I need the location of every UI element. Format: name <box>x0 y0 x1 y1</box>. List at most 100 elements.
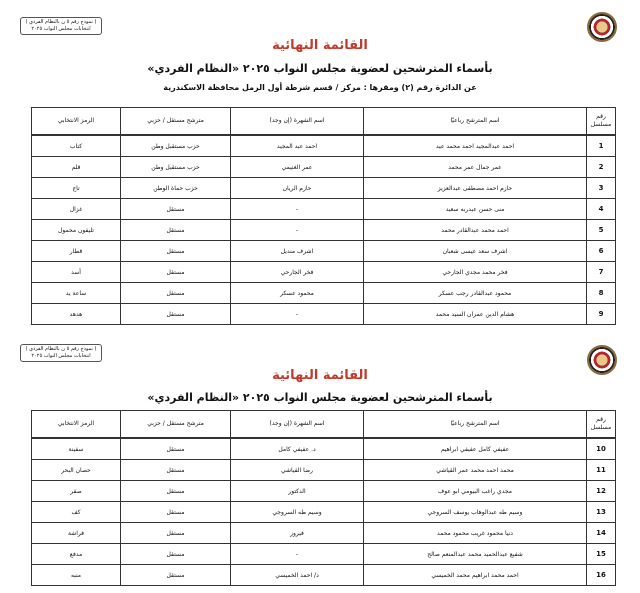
district-line: عن الدائرة رقم (٢) ومقرها : مركز / قسم ش… <box>163 83 477 92</box>
cell-nickname: وسيم طه السروجي <box>230 501 364 523</box>
candidates-table-1: رقم مسلسل اسم المترشح رباعيًا اسم الشهرة… <box>31 107 616 325</box>
cell-symbol: تليفون محمول <box>31 219 121 241</box>
cell-type: مستقل <box>120 564 231 586</box>
cell-name: عمر جمال عمر محمد <box>363 156 587 178</box>
cell-num: 16 <box>586 564 616 586</box>
table-header: رقم مسلسل اسم المترشح رباعيًا اسم الشهرة… <box>31 107 616 136</box>
cell-nickname: عمر الغنيمي <box>230 156 364 178</box>
table-row: 5 احمد محمد عبدالقادر محمد - مستقل تليفون مح… <box>31 219 616 241</box>
election-label: انتخابات مجلس النواب ٢٠٢٥ <box>31 26 91 32</box>
election-label: انتخابات مجلس النواب ٢٠٢٥ <box>31 353 91 359</box>
cell-symbol: تاج <box>31 177 121 199</box>
cell-type: مستقل <box>120 501 231 523</box>
cell-nickname: محمود عسكر <box>230 282 364 304</box>
cell-nickname: حازم الريان <box>230 177 364 199</box>
cell-num: 8 <box>586 282 616 304</box>
cell-symbol: قلم <box>31 156 121 178</box>
cell-num: 7 <box>586 261 616 283</box>
table-row: 13 وسيم طه عبدالوهاب يوسف السروجي وسيم طه … <box>31 501 616 523</box>
table-row: 15 شفيع عبدالحميد محمد عبدالمنعم صالح - مست… <box>31 543 616 565</box>
cell-name: احمد محمد عبدالقادر محمد <box>363 219 587 241</box>
header-type: مترشح مستقل / حزبي <box>120 410 231 439</box>
cell-type: مستقل <box>120 282 231 304</box>
header-nickname: اسم الشهرة (إن وجد) <box>230 410 364 439</box>
cell-symbol: قطار <box>31 240 121 262</box>
cell-name: مجدي راغب البيومي ابو عوف <box>363 480 587 502</box>
cell-nickname: الدكتور <box>230 480 364 502</box>
cell-type: مستقل <box>120 198 231 220</box>
cell-num: 13 <box>586 501 616 523</box>
cell-symbol: فراشة <box>31 522 121 544</box>
cell-type: مستقل <box>120 522 231 544</box>
page-title: القائمة النهائية <box>272 368 368 383</box>
cell-name: شفيع عبدالحميد محمد عبدالمنعم صالح <box>363 543 587 565</box>
cell-type: مستقل <box>120 543 231 565</box>
cell-nickname: فيروز <box>230 522 364 544</box>
header-num: رقم مسلسل <box>586 410 616 439</box>
cell-num: 6 <box>586 240 616 262</box>
table-row: 7 فخر محمد مجدي الجارحي فخر الجارحي مستقل أس… <box>31 261 616 283</box>
cell-symbol: صقر <box>31 480 121 502</box>
table-row: 14 دنيا محمود غريب محمود محمد فيروز مستقل فر… <box>31 522 616 544</box>
cell-type: حزب حماة الوطن <box>120 177 231 199</box>
cell-nickname: اشرف منديل <box>230 240 364 262</box>
cell-num: 2 <box>586 156 616 178</box>
cell-nickname: احمد عبد المجيد <box>230 134 364 157</box>
header-nickname: اسم الشهرة (إن وجد) <box>230 107 364 136</box>
cell-symbol: حصان البحر <box>31 459 121 481</box>
cell-num: 9 <box>586 303 616 325</box>
header-name: اسم المترشح رباعيًا <box>363 410 587 439</box>
cell-num: 3 <box>586 177 616 199</box>
cell-symbol: كف <box>31 501 121 523</box>
cell-num: 14 <box>586 522 616 544</box>
cell-name: دنيا محمود غريب محمود محمد <box>363 522 587 544</box>
cell-type: مستقل <box>120 459 231 481</box>
cell-type: مستقل <box>120 219 231 241</box>
cell-num: 4 <box>586 198 616 220</box>
table-row: 2 عمر جمال عمر محمد عمر الغنيمي حزب مستقبل … <box>31 156 616 178</box>
cell-nickname: - <box>230 303 364 325</box>
cell-name: احمد عبدالمجيد احمد محمد عيد <box>363 134 587 157</box>
table-row: 8 محمود عبدالقادر رجب عسكر محمود عسكر مستقل… <box>31 282 616 304</box>
header-num: رقم مسلسل <box>586 107 616 136</box>
cell-type: مستقل <box>120 261 231 283</box>
cell-num: 12 <box>586 480 616 502</box>
table-header: رقم مسلسل اسم المترشح رباعيًا اسم الشهرة… <box>31 410 616 439</box>
cell-num: 10 <box>586 437 616 460</box>
cell-num: 11 <box>586 459 616 481</box>
cell-name: احمد محمد ابراهيم محمد الخميسي <box>363 564 587 586</box>
cell-symbol: هدهد <box>31 303 121 325</box>
table-row: 12 مجدي راغب البيومي ابو عوف الدكتور مستقل ص… <box>31 480 616 502</box>
cell-num: 5 <box>586 219 616 241</box>
cell-nickname: - <box>230 543 364 565</box>
cell-type: حزب مستقبل وطن <box>120 156 231 178</box>
cell-name: عفيفي كامل عفيفي ابراهيم <box>363 437 587 460</box>
cell-name: هشام الدين عمران السيد محمد <box>363 303 587 325</box>
cell-symbol: منبه <box>31 564 121 586</box>
cell-name: محمد احمد محمد عمر القياشي <box>363 459 587 481</box>
cell-symbol: ساعة يد <box>31 282 121 304</box>
cell-symbol: أسد <box>31 261 121 283</box>
cell-nickname: د/ احمد الخميسي <box>230 564 364 586</box>
form-number: ( نموذج رقم ٥ ن بالنظام الفردي ) <box>25 346 97 352</box>
cell-symbol: مدفع <box>31 543 121 565</box>
table-row: 1 احمد عبدالمجيد احمد محمد عيد احمد عبد ال… <box>31 134 616 157</box>
header-symbol: الرمز الانتخابي <box>31 107 121 136</box>
cell-type: حزب مستقبل وطن <box>120 134 231 157</box>
cell-name: اشرف سعد عيسى شعبان <box>363 240 587 262</box>
cell-symbol: غزال <box>31 198 121 220</box>
header-symbol: الرمز الانتخابي <box>31 410 121 439</box>
cell-name: حازم احمد مصطفى عبدالعزيز <box>363 177 587 199</box>
cell-nickname: رضا القياشي <box>230 459 364 481</box>
page-subtitle: بأسماء المترشحين لعضوية مجلس النواب ٢٠٢٥… <box>147 391 493 404</box>
cell-type: مستقل <box>120 303 231 325</box>
page-title: القائمة النهائية <box>272 38 368 53</box>
cell-nickname: فخر الجارحي <box>230 261 364 283</box>
form-number-box: ( نموذج رقم ٥ ن بالنظام الفردي ) انتخابا… <box>20 17 102 35</box>
table-row: 16 احمد محمد ابراهيم محمد الخميسي د/ احمد … <box>31 564 616 586</box>
table-row: 11 محمد احمد محمد عمر القياشي رضا القياشي م… <box>31 459 616 481</box>
egypt-eagle-emblem-icon <box>587 12 617 42</box>
cell-symbol: كتاب <box>31 134 121 157</box>
table-row: 9 هشام الدين عمران السيد محمد - مستقل هدهد <box>31 303 616 325</box>
table-row: 10 عفيفي كامل عفيفي ابراهيم د. عفيفي كامل م… <box>31 437 616 460</box>
